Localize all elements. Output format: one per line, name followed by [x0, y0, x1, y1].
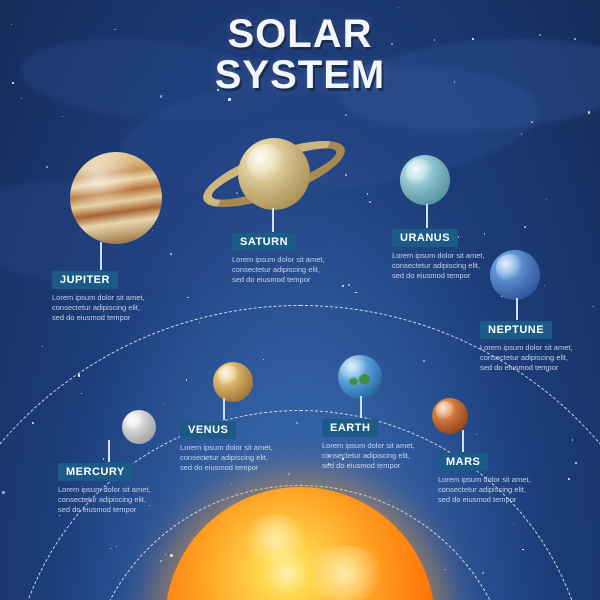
planet-description: Lorem ipsum dolor sit amet, consectetur …	[52, 293, 154, 323]
label-connector	[108, 440, 110, 462]
planet-name: JUPITER	[52, 271, 118, 289]
label-uranus: URANUS Lorem ipsum dolor sit amet, consec…	[392, 228, 494, 281]
label-connector	[360, 396, 362, 418]
label-mars: MARS Lorem ipsum dolor sit amet, consecte…	[438, 452, 540, 505]
planet-earth	[338, 355, 382, 399]
planet-name: EARTH	[322, 419, 378, 437]
planet-description: Lorem ipsum dolor sit amet, consectetur …	[58, 485, 160, 515]
label-connector	[272, 208, 274, 232]
label-jupiter: JUPITER Lorem ipsum dolor sit amet, conse…	[52, 270, 154, 323]
label-connector	[426, 204, 428, 228]
label-connector	[100, 242, 102, 270]
planet-saturn	[238, 138, 310, 210]
label-connector	[223, 398, 225, 420]
planet-jupiter	[70, 152, 162, 244]
planet-description: Lorem ipsum dolor sit amet, consectetur …	[322, 441, 424, 471]
planet-neptune	[490, 250, 540, 300]
planet-name: MERCURY	[58, 463, 133, 481]
planet-mercury	[122, 410, 156, 444]
label-connector	[462, 430, 464, 452]
planet-description: Lorem ipsum dolor sit amet, consectetur …	[180, 443, 282, 473]
planet-name: SATURN	[232, 233, 296, 251]
planet-venus	[213, 362, 253, 402]
label-venus: VENUS Lorem ipsum dolor sit amet, consect…	[180, 420, 282, 473]
planet-uranus	[400, 155, 450, 205]
planet-mars	[432, 398, 468, 434]
label-earth: EARTH Lorem ipsum dolor sit amet, consect…	[322, 418, 424, 471]
label-saturn: SATURN Lorem ipsum dolor sit amet, consec…	[232, 232, 334, 285]
title-line-1: SOLAR	[0, 14, 600, 55]
label-mercury: MERCURY Lorem ipsum dolor sit amet, conse…	[58, 462, 160, 515]
planet-description: Lorem ipsum dolor sit amet, consectetur …	[438, 475, 540, 505]
label-connector	[516, 298, 518, 320]
planet-description: Lorem ipsum dolor sit amet, consectetur …	[232, 255, 334, 285]
label-neptune: NEPTUNE Lorem ipsum dolor sit amet, conse…	[480, 320, 582, 373]
solar-system-infographic: SOLAR SYSTEM MERCURY Lorem ipsum dolor si…	[0, 0, 600, 600]
title-line-2: SYSTEM	[0, 55, 600, 96]
planet-name: MARS	[438, 453, 488, 471]
planet-name: URANUS	[392, 229, 458, 247]
planet-description: Lorem ipsum dolor sit amet, consectetur …	[392, 251, 494, 281]
planet-name: VENUS	[180, 421, 236, 439]
page-title: SOLAR SYSTEM	[0, 14, 600, 96]
planet-name: NEPTUNE	[480, 321, 552, 339]
planet-description: Lorem ipsum dolor sit amet, consectetur …	[480, 343, 582, 373]
